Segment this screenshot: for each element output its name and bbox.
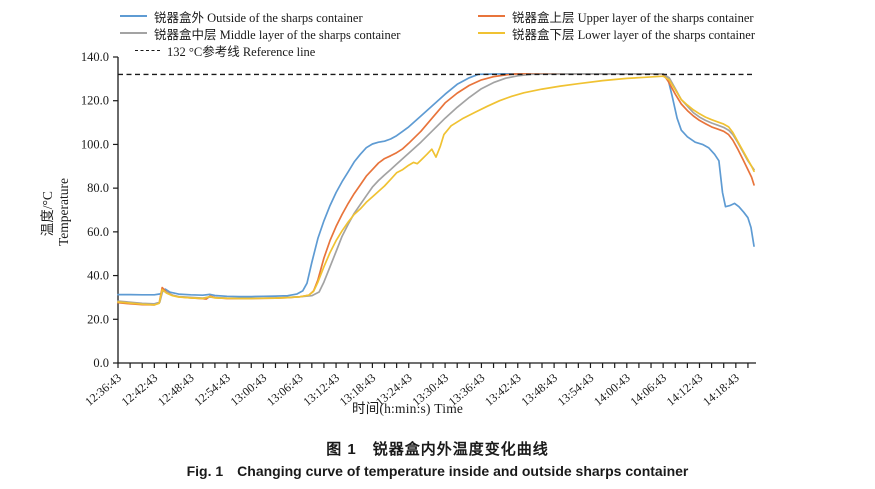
x-tick-label: 13:00:43 — [228, 371, 270, 409]
x-tick-label: 14:00:43 — [591, 371, 633, 409]
legend-label-outside: 锐器盒外 Outside of the sharps container — [154, 10, 363, 25]
legend-label-middle: 锐器盒中层 Middle layer of the sharps contain… — [154, 27, 401, 42]
x-tick-label: 13:54:43 — [555, 371, 597, 409]
x-tick-label: 12:48:43 — [155, 371, 197, 409]
x-tick-label: 13:06:43 — [264, 371, 306, 409]
x-tick-label: 13:48:43 — [518, 371, 560, 409]
series-lines — [117, 72, 755, 306]
y-tick-label: 60.0 — [87, 225, 109, 239]
x-tick-label: 13:42:43 — [482, 371, 524, 409]
x-tick-label: 14:12:43 — [664, 371, 706, 409]
series-line-upper — [117, 72, 755, 306]
axes — [117, 57, 756, 364]
x-tick-label: 12:42:43 — [119, 371, 161, 409]
y-ticks — [113, 56, 118, 364]
upper-line-swatch — [478, 15, 505, 17]
y-tick-label: 80.0 — [87, 181, 109, 195]
y-tick-label: 0.0 — [93, 356, 109, 370]
x-tick-label: 14:06:43 — [627, 371, 669, 409]
legend-item-reference: 132 °C参考线 Reference line — [135, 42, 316, 59]
x-axis-title: 时间(h:min:s) Time — [352, 401, 464, 416]
legend-item-middle: 锐器盒中层 Middle layer of the sharps contain… — [120, 25, 401, 42]
series-line-middle — [117, 72, 755, 305]
lower-line-swatch — [478, 32, 505, 34]
legend-item-lower: 锐器盒下层 Lower layer of the sharps containe… — [478, 25, 755, 42]
caption-en: Fig. 1 Changing curve of temperature ins… — [186, 463, 689, 479]
legend-label-reference: 132 °C参考线 Reference line — [167, 44, 316, 59]
reference-line-swatch — [135, 49, 160, 51]
middle-line-swatch — [120, 32, 147, 34]
y-tick-labels: 0.0 20.0 40.0 60.0 80.0 100.0 120.0 140.0 — [81, 50, 109, 370]
legend-label-upper: 锐器盒上层 Upper layer of the sharps containe… — [512, 10, 754, 25]
y-tick-label: 140.0 — [81, 50, 109, 64]
y-axis-title: 温度/°C Temperature — [40, 178, 71, 246]
y-tick-label: 40.0 — [87, 269, 109, 283]
series-line-outside — [117, 72, 755, 298]
y-axis-title-en: Temperature — [56, 178, 71, 246]
x-tick-label: 12:36:43 — [82, 371, 124, 409]
outside-line-swatch — [120, 15, 147, 17]
legend-item-outside: 锐器盒外 Outside of the sharps container — [120, 8, 363, 25]
y-tick-label: 20.0 — [87, 312, 109, 326]
x-tick-label: 12:54:43 — [191, 371, 233, 409]
caption-zh: 图 1 锐器盒内外温度变化曲线 — [326, 441, 549, 458]
x-ticks — [117, 363, 749, 368]
series-line-lower — [117, 75, 755, 306]
legend-label-lower: 锐器盒下层 Lower layer of the sharps containe… — [512, 27, 755, 42]
y-tick-label: 100.0 — [81, 137, 109, 151]
x-tick-label: 13:12:43 — [300, 371, 342, 409]
y-tick-label: 120.0 — [81, 94, 109, 108]
y-axis-title-zh: 温度/°C — [40, 191, 55, 236]
legend-item-upper: 锐器盒上层 Upper layer of the sharps containe… — [478, 8, 754, 25]
x-tick-label: 14:18:43 — [700, 371, 742, 409]
